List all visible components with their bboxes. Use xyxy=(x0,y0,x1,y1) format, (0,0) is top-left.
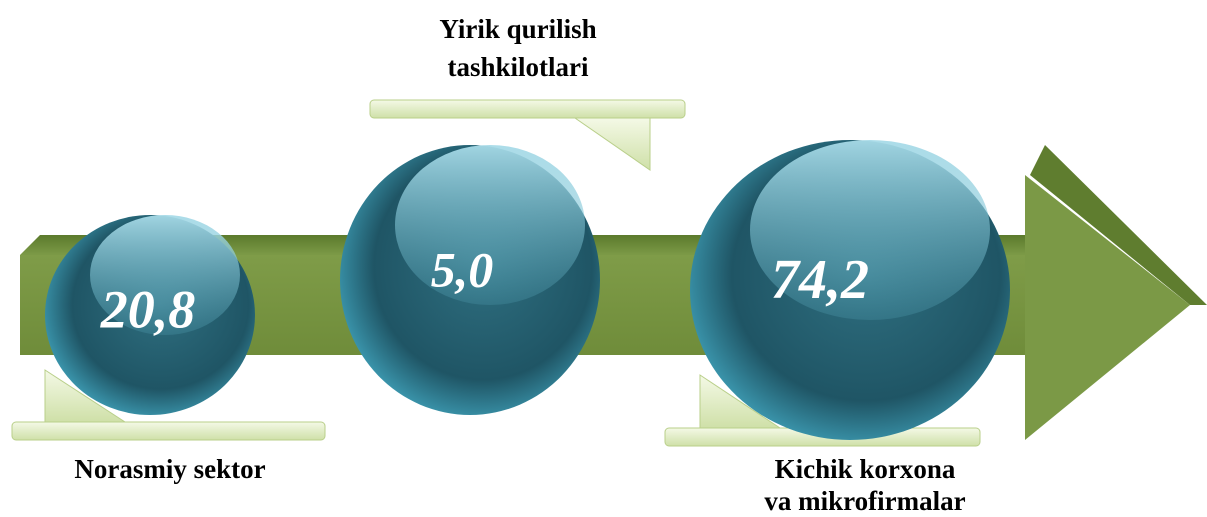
value: 74,2 xyxy=(771,249,869,311)
value: 20,8 xyxy=(100,279,196,339)
label: Norasmiy sektor xyxy=(74,454,265,484)
callout-bars xyxy=(11,99,981,447)
label: va mikrofirmalar xyxy=(764,486,965,516)
value: 5,0 xyxy=(431,241,494,297)
label: tashkilotlari xyxy=(447,52,589,82)
bubbles xyxy=(45,140,1010,440)
label: Yirik qurilish xyxy=(439,14,596,44)
label: Kichik korxona xyxy=(775,454,956,484)
